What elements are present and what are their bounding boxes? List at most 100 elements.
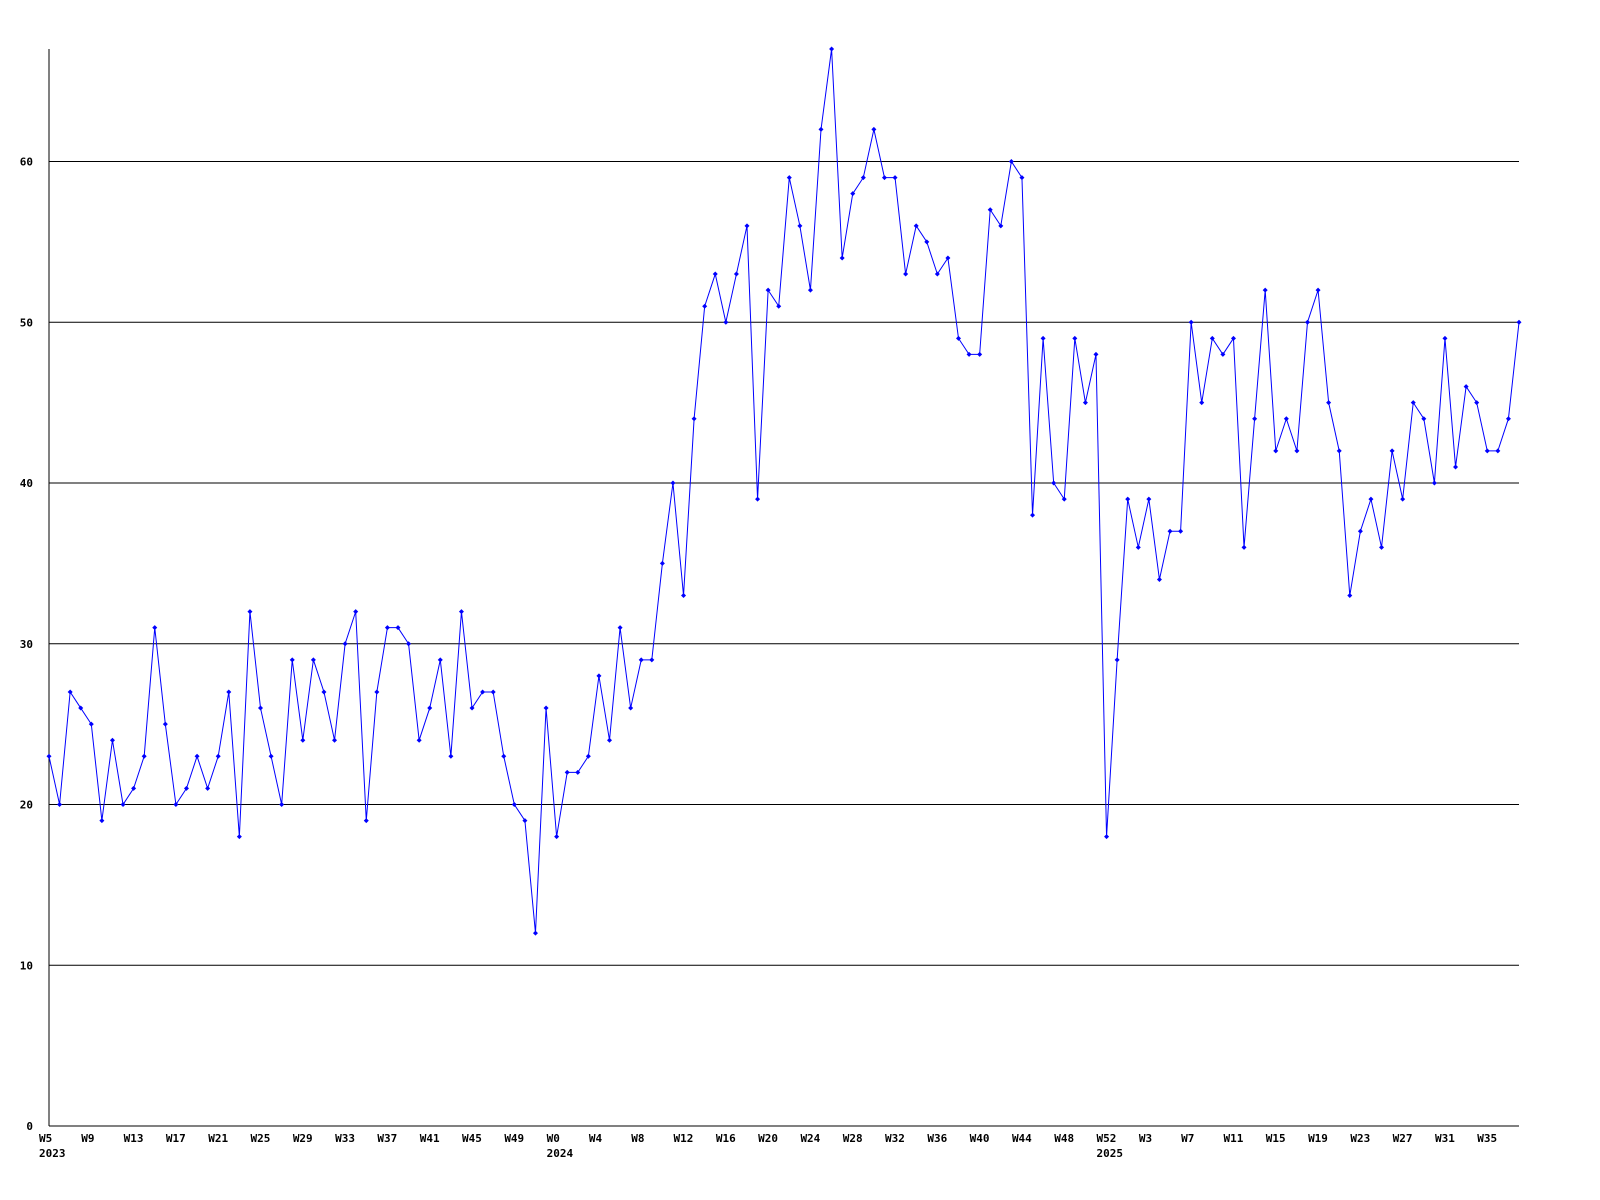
point-marker [1336, 448, 1342, 454]
point-marker [183, 785, 189, 791]
point-marker [564, 769, 570, 775]
x-tick-label: W12 [674, 1132, 694, 1145]
point-marker [205, 785, 211, 791]
point-marker [1230, 335, 1236, 341]
point-marker [1495, 448, 1501, 454]
point-marker [162, 721, 168, 727]
point-marker [1304, 319, 1310, 325]
point-marker [46, 753, 52, 759]
x-tick-label: W8 [631, 1132, 644, 1145]
point-marker [1093, 351, 1099, 357]
x-tick-label: W23 [1350, 1132, 1370, 1145]
point-marker [173, 802, 179, 808]
x-tick-label: W41 [420, 1132, 440, 1145]
point-marker [67, 689, 73, 695]
point-marker [681, 593, 687, 599]
point-marker [120, 802, 126, 808]
point-marker [617, 625, 623, 631]
point-marker [1135, 544, 1141, 550]
point-marker [575, 769, 581, 775]
point-marker [585, 753, 591, 759]
point-marker [522, 818, 528, 824]
point-marker [1040, 335, 1046, 341]
point-marker [807, 287, 813, 293]
point-marker [649, 657, 655, 663]
point-marker [1474, 400, 1480, 406]
point-marker [543, 705, 549, 711]
point-marker [458, 609, 464, 615]
point-marker [416, 737, 422, 743]
point-marker [99, 818, 105, 824]
point-marker [1400, 496, 1406, 502]
y-tick-label: 20 [20, 799, 33, 812]
point-marker [226, 689, 232, 695]
point-marker [1209, 335, 1215, 341]
point-marker [437, 657, 443, 663]
point-marker [998, 223, 1004, 229]
point-marker [1061, 496, 1067, 502]
point-marker [1294, 448, 1300, 454]
x-tick-label: W36 [927, 1132, 947, 1145]
x-tick-label: W52 [1097, 1132, 1117, 1145]
point-marker [1273, 448, 1279, 454]
point-marker [860, 175, 866, 181]
point-marker [1252, 416, 1258, 422]
point-marker [1463, 384, 1469, 390]
point-marker [607, 737, 613, 743]
point-marker [321, 689, 327, 695]
point-marker [1178, 528, 1184, 534]
point-marker [1357, 528, 1363, 534]
point-marker [1019, 175, 1025, 181]
point-marker [469, 705, 475, 711]
x-tick-label: W9 [81, 1132, 94, 1145]
point-marker [1104, 834, 1110, 840]
x-tick-label: W45 [462, 1132, 482, 1145]
point-marker [691, 416, 697, 422]
point-marker [1283, 416, 1289, 422]
point-marker [1146, 496, 1152, 502]
point-marker [1410, 400, 1416, 406]
point-marker [1262, 287, 1268, 293]
x-tick-label: W33 [335, 1132, 355, 1145]
point-marker [818, 126, 824, 132]
x-tick-label: W37 [377, 1132, 397, 1145]
point-marker [300, 737, 306, 743]
point-marker [1241, 544, 1247, 550]
point-marker [363, 818, 369, 824]
point-marker [638, 657, 644, 663]
point-marker [797, 223, 803, 229]
point-marker [850, 191, 856, 197]
point-marker [1030, 512, 1036, 518]
x-tick-label: W29 [293, 1132, 313, 1145]
point-marker [1008, 159, 1014, 165]
point-marker [1368, 496, 1374, 502]
x-tick-label: W15 [1266, 1132, 1286, 1145]
x-tick-label: W0 [547, 1132, 560, 1145]
y-tick-label: 40 [20, 477, 33, 490]
year-label: 2023 [39, 1147, 66, 1160]
point-marker [353, 609, 359, 615]
x-tick-label: W3 [1139, 1132, 1152, 1145]
point-marker [1156, 576, 1162, 582]
point-marker [78, 705, 84, 711]
point-marker [236, 834, 242, 840]
x-tick-label: W20 [758, 1132, 778, 1145]
y-tick-label: 0 [26, 1120, 33, 1133]
x-tick-label: W4 [589, 1132, 603, 1145]
x-tick-label: W32 [885, 1132, 905, 1145]
point-marker [913, 223, 919, 229]
point-marker [1484, 448, 1490, 454]
point-marker [554, 834, 560, 840]
point-marker [881, 175, 887, 181]
point-marker [1442, 335, 1448, 341]
point-marker [776, 303, 782, 309]
point-marker [152, 625, 158, 631]
point-marker [1199, 400, 1205, 406]
point-marker [966, 351, 972, 357]
point-marker [871, 126, 877, 132]
point-marker [1347, 593, 1353, 599]
point-marker [247, 609, 253, 615]
point-marker [501, 753, 507, 759]
x-tick-label: W31 [1435, 1132, 1455, 1145]
